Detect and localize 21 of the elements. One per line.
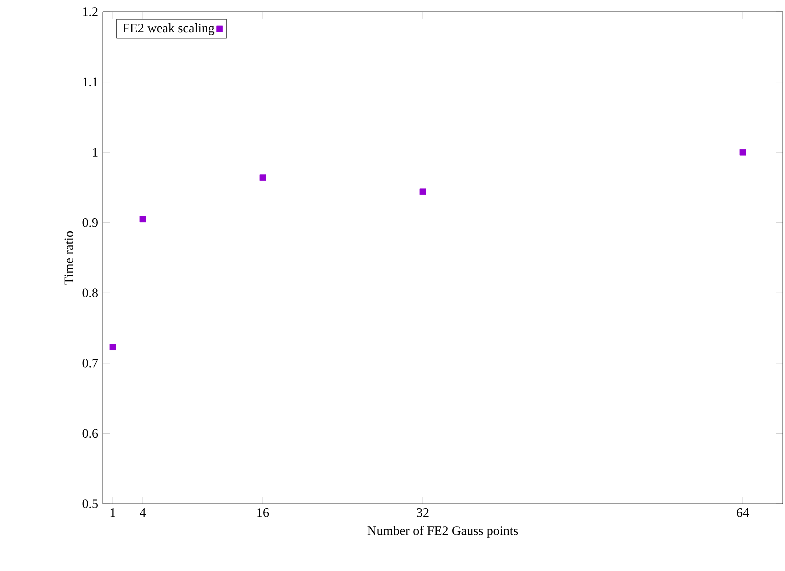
y-tick-label: 1.2 [83, 8, 98, 16]
y-axis-title: Time ratio [64, 232, 74, 285]
legend-label: FE2 weak scaling [123, 24, 215, 36]
point [260, 174, 266, 182]
point [420, 188, 426, 196]
point [110, 344, 116, 350]
y-tick-label: 0.7 [82, 359, 98, 368]
y-tick-label: 1 [93, 148, 98, 157]
y-tick-label: 0.9 [82, 218, 98, 228]
x-tick-label: 32 [417, 508, 429, 518]
x-tick-label: 16 [258, 508, 270, 518]
x-tick-label: 4 [140, 508, 146, 518]
y-tick-label: 0.8 [82, 288, 98, 298]
y-tick-label: 0.6 [82, 429, 98, 438]
y-tick-label: 1.1 [83, 78, 98, 87]
point [140, 216, 146, 223]
point [740, 149, 746, 156]
x-axis-title: Number of FE2 Gauss points [368, 526, 518, 538]
y-tick-label: 0.5 [82, 500, 98, 508]
x-tick-label: 1 [110, 508, 116, 518]
x-tick-label: 64 [737, 508, 750, 518]
